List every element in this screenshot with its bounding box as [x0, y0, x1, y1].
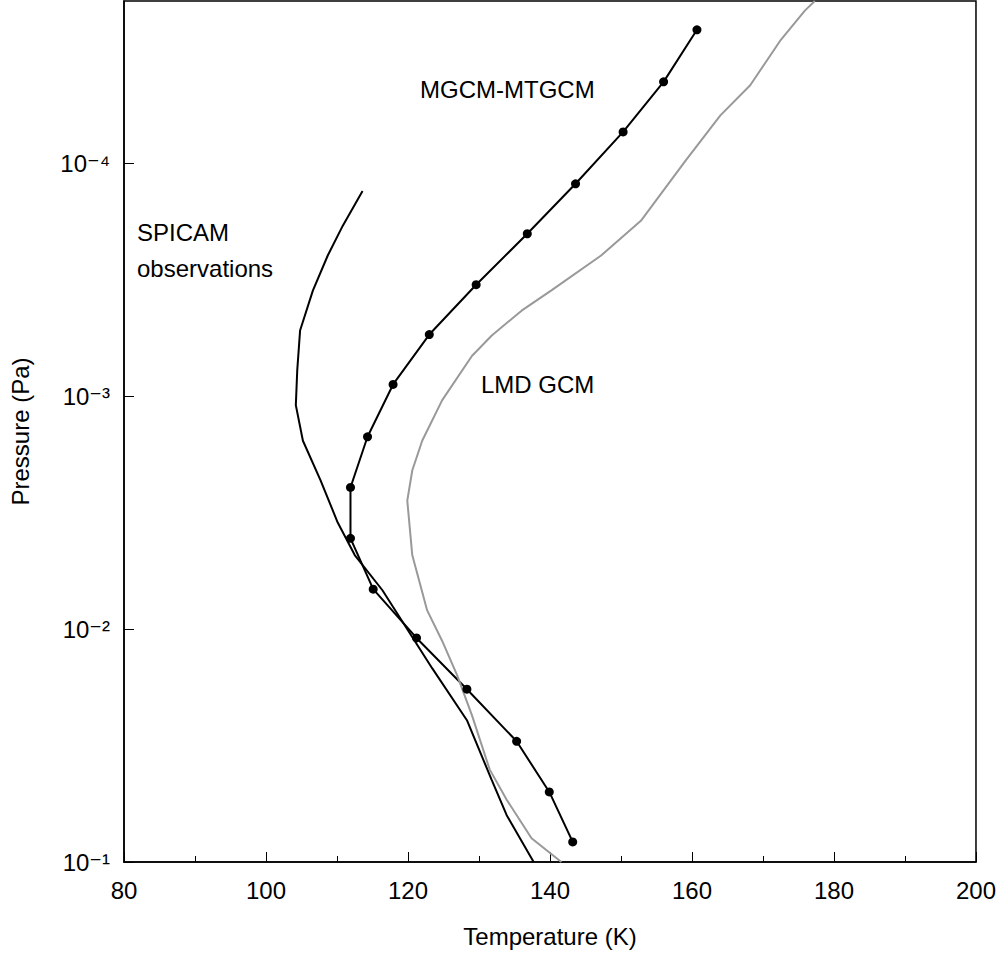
svg-text:Temperature (K): Temperature (K)	[463, 923, 636, 950]
svg-text:SPICAM: SPICAM	[137, 219, 229, 246]
svg-text:180: 180	[814, 877, 854, 904]
svg-text:observations: observations	[137, 255, 273, 282]
svg-text:120: 120	[388, 877, 428, 904]
svg-text:10⁻³: 10⁻³	[63, 383, 110, 410]
svg-text:100: 100	[246, 877, 286, 904]
svg-text:MGCM-MTGCM: MGCM-MTGCM	[420, 76, 595, 103]
svg-text:10⁻¹: 10⁻¹	[63, 849, 110, 876]
svg-text:200: 200	[956, 877, 996, 904]
svg-text:Pressure (Pa): Pressure (Pa)	[7, 357, 34, 505]
svg-text:LMD GCM: LMD GCM	[481, 371, 594, 398]
svg-text:160: 160	[672, 877, 712, 904]
svg-text:140: 140	[530, 877, 570, 904]
svg-text:10⁻²: 10⁻²	[63, 616, 110, 643]
svg-text:80: 80	[111, 877, 138, 904]
svg-text:10⁻⁴: 10⁻⁴	[60, 150, 110, 177]
